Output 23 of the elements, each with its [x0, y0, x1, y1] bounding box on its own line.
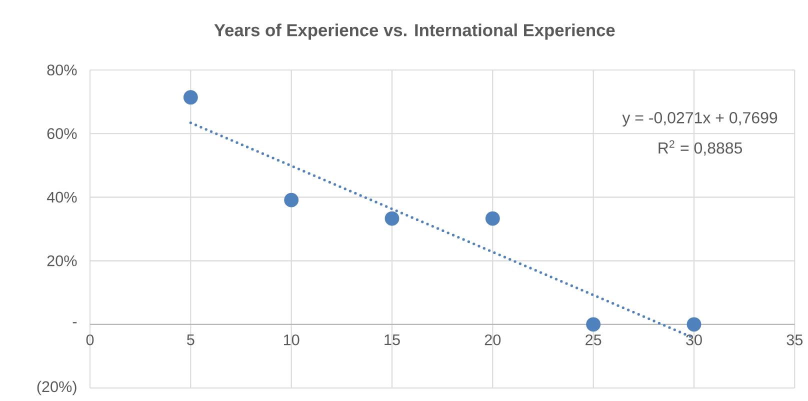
point: [485, 211, 500, 226]
x-tick-label: 15: [384, 334, 400, 346]
x-tick-label: 10: [284, 334, 300, 346]
x-tick-label: 25: [586, 334, 602, 346]
point: [384, 211, 400, 226]
point: [686, 317, 702, 332]
y-tick-label: -: [72, 322, 77, 324]
point: [586, 317, 601, 332]
point: [183, 90, 198, 105]
y-tick-label: 80%: [47, 64, 77, 76]
y-tick-label: 20%: [47, 255, 77, 266]
y-tick-label: 60%: [47, 128, 77, 140]
point: [284, 192, 299, 208]
x-tick-label: 30: [686, 334, 702, 346]
x-tick-label: 5: [187, 334, 194, 346]
y-tick-label: (20%): [37, 380, 76, 396]
annotation: R$^{2}$ = 0,8885: [658, 140, 742, 156]
y-tick-label: 40%: [46, 192, 77, 203]
annotation: y = -0,0271x + 0,7699: [622, 112, 778, 127]
x-tick-label: 0: [86, 334, 94, 346]
chart-title: Years of Experience vs. International Experience: [214, 24, 615, 40]
x-tick-label: 35: [786, 334, 803, 346]
x-tick-label: 20: [484, 334, 501, 346]
